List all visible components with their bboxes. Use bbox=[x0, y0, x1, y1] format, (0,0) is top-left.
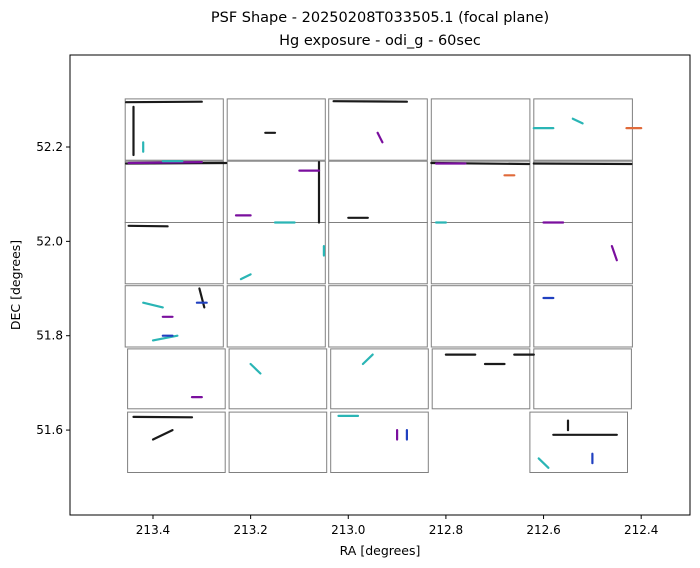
ccd-cell-27 bbox=[228, 411, 328, 474]
ccd-cell-4 bbox=[430, 98, 531, 161]
x-tick-label: 212.8 bbox=[429, 523, 463, 537]
psf-whisker-teal-4 bbox=[142, 301, 164, 309]
psf-whisker-black-5 bbox=[332, 100, 408, 103]
ccd-cell-28 bbox=[330, 411, 429, 474]
psf-whisker-teal-8 bbox=[249, 362, 262, 375]
y-axis-label: DEC [degrees] bbox=[8, 240, 23, 330]
ccd-cell-19 bbox=[430, 285, 531, 348]
ccd-cell-10 bbox=[533, 160, 633, 223]
ccd-cell-29 bbox=[529, 411, 629, 474]
ccd-cell-22 bbox=[228, 348, 328, 410]
x-tick-label: 212.4 bbox=[624, 523, 658, 537]
psf-whisker-teal-5 bbox=[571, 117, 584, 125]
ccd-cell-23 bbox=[330, 348, 429, 410]
ccd-cell-8 bbox=[328, 160, 428, 223]
psf-whisker-purple-1 bbox=[127, 161, 203, 165]
chart-title-line-1: PSF Shape - 20250208T033505.1 (focal pla… bbox=[211, 10, 549, 26]
ccd-cell-3 bbox=[328, 98, 428, 161]
psf-whisker-purple-8 bbox=[376, 131, 384, 144]
ccd-cell-12 bbox=[226, 222, 326, 285]
x-tick-label: 213.0 bbox=[331, 523, 365, 537]
ccd-cell-14 bbox=[430, 222, 531, 285]
ccd-cell-11 bbox=[124, 222, 224, 285]
ccd-cell-21 bbox=[127, 348, 226, 410]
ccd-cell-5 bbox=[533, 98, 633, 161]
axes-frame bbox=[69, 54, 691, 516]
ccd-cell-16 bbox=[124, 285, 224, 348]
ccd-cell-9 bbox=[430, 160, 531, 223]
ccd-cell-2 bbox=[226, 98, 326, 161]
ccd-cell-17 bbox=[226, 285, 326, 348]
ccd-cell-1 bbox=[124, 98, 224, 161]
ccd-cell-24 bbox=[431, 348, 531, 410]
psf-whisker-teal-3 bbox=[151, 334, 179, 342]
y-tick-label: 52.2 bbox=[36, 140, 63, 154]
y-tick-label: 52.0 bbox=[36, 234, 63, 248]
psf-whisker-teal-7 bbox=[361, 353, 374, 366]
psf-whisker-teal-14 bbox=[239, 273, 252, 281]
psf-whisker-teal-6 bbox=[537, 457, 550, 469]
y-tick-label: 51.8 bbox=[36, 329, 63, 343]
x-tick-label: 213.2 bbox=[233, 523, 267, 537]
x-tick-label: 212.6 bbox=[526, 523, 560, 537]
psf-whisker-black-8 bbox=[127, 224, 169, 228]
ccd-cell-13 bbox=[328, 222, 428, 285]
ccd-cell-20 bbox=[533, 285, 633, 348]
ccd-cell-6 bbox=[124, 160, 224, 223]
psf-whisker-black-1 bbox=[124, 100, 203, 104]
psf-whisker-black-10 bbox=[198, 287, 206, 309]
x-axis-label: RA [degrees] bbox=[340, 543, 421, 558]
ccd-cell-25 bbox=[533, 348, 632, 410]
ccd-cell-18 bbox=[328, 285, 428, 348]
y-tick-label: 51.6 bbox=[36, 423, 63, 437]
psf-whisker-black-16 bbox=[151, 429, 174, 441]
ccd-cell-15 bbox=[533, 222, 633, 285]
psf-whisker-black-7 bbox=[532, 162, 633, 166]
ccd-cell-26 bbox=[127, 411, 226, 474]
x-tick-label: 213.4 bbox=[136, 523, 170, 537]
plot-area bbox=[124, 98, 643, 474]
psf-whisker-purple-7 bbox=[610, 245, 618, 262]
chart-title-line-2: Hg exposure - odi_g - 60sec bbox=[279, 33, 481, 49]
axis-ticks: 213.4 213.2 213.0 212.8 212.6 212.4 51.6 51.8 52… bbox=[36, 140, 658, 537]
